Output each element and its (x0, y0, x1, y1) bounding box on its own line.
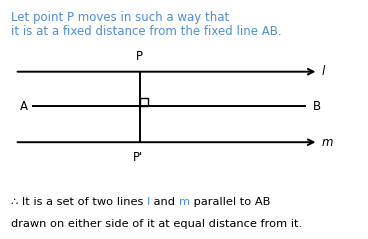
Text: ∴ It is a set of two lines: ∴ It is a set of two lines (11, 197, 147, 207)
Text: l: l (147, 197, 150, 207)
Text: parallel to AB: parallel to AB (190, 197, 270, 207)
Text: B: B (313, 100, 321, 113)
Text: drawn on either side of it at equal distance from it.: drawn on either side of it at equal dist… (11, 219, 302, 229)
Text: Let point P moves in such a way that: Let point P moves in such a way that (11, 11, 229, 24)
Text: it is at a fixed distance from the fixed line AB.: it is at a fixed distance from the fixed… (11, 25, 282, 38)
Text: P: P (136, 50, 144, 63)
Text: A: A (20, 100, 28, 113)
Text: P': P' (133, 151, 143, 163)
Text: and: and (150, 197, 179, 207)
Text: m: m (179, 197, 190, 207)
Text: m: m (322, 136, 333, 149)
Bar (140, 98, 148, 106)
Text: l: l (322, 65, 325, 78)
